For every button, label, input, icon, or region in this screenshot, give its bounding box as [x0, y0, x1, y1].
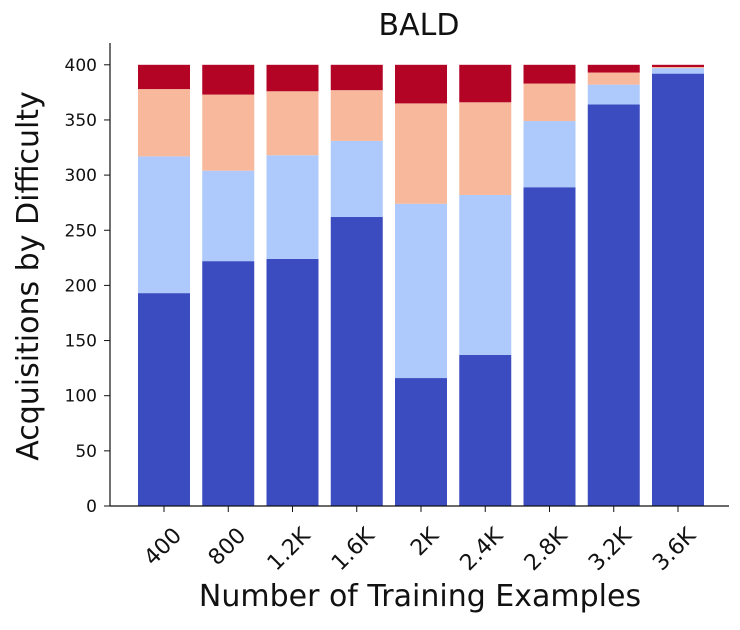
x-tick-label: 800 [204, 523, 251, 570]
x-tick-label: 2.8K [520, 523, 573, 576]
y-tick-label: 100 [65, 387, 97, 407]
x-tick-label: 400 [140, 523, 187, 570]
bar-segment-2.4K-s1 [459, 354, 512, 506]
bar-segment-2.8K-s3 [523, 83, 576, 122]
y-tick-label: 400 [65, 56, 97, 76]
x-axis-ticks: 400 800 1.2K 1.6K 2K 2.4K 2.8K 3.2K 3.6K [140, 506, 701, 576]
x-tick-label: 3.2K [584, 523, 637, 576]
bar-segment-400-s2 [138, 156, 190, 294]
bar-segment-1.2K-s2 [266, 155, 319, 259]
bar-segment-1.6K-s3 [330, 90, 383, 141]
bar-segment-3.2K-s3 [587, 72, 640, 85]
bar-segment-3.6K-s1 [652, 73, 704, 507]
x-axis-title: Number of Training Examples [199, 579, 641, 614]
bar-segment-1.6K-s2 [330, 140, 383, 218]
bar-segment-1.2K-s4 [266, 64, 319, 92]
bar-segment-2.4K-s3 [459, 102, 512, 195]
bar-segment-2K-s3 [395, 103, 447, 204]
y-tick-label: 0 [86, 497, 97, 517]
bar-segment-400-s3 [138, 89, 190, 157]
bar-segment-1.6K-s1 [330, 217, 383, 506]
chart-title: BALD [379, 8, 460, 43]
bar-segment-3.2K-s4 [587, 64, 640, 73]
bar-segment-3.6K-s4 [652, 64, 704, 68]
bar-segment-3.6K-s3 [652, 67, 704, 69]
x-tick-label: 1.6K [327, 523, 380, 576]
bar-segment-2K-s2 [395, 203, 447, 379]
y-tick-label: 350 [65, 111, 97, 131]
bar-segment-2.4K-s2 [459, 194, 512, 355]
bar-segment-800-s1 [202, 261, 255, 506]
x-tick-label: 3.6K [648, 523, 701, 576]
bar-segment-400-s1 [138, 293, 190, 506]
bar-segment-1.2K-s1 [266, 258, 319, 506]
bar-segment-1.6K-s4 [330, 64, 383, 91]
bar-segment-2K-s4 [395, 64, 447, 104]
bars-group [138, 64, 704, 507]
y-axis-ticks: 0 50 100 150 200 250 300 350 400 [65, 56, 110, 517]
x-tick-label: 2K [406, 523, 444, 561]
y-tick-label: 300 [65, 166, 97, 186]
x-tick-label: 1.2K [263, 523, 316, 576]
bar-segment-800-s3 [202, 94, 255, 171]
bar-segment-2K-s1 [395, 378, 447, 506]
bar-segment-3.2K-s1 [587, 104, 640, 507]
y-tick-label: 250 [65, 221, 97, 241]
bar-segment-2.8K-s1 [523, 187, 576, 506]
bar-segment-800-s2 [202, 170, 255, 262]
y-tick-label: 50 [75, 442, 97, 462]
bar-segment-2.8K-s4 [523, 64, 576, 84]
y-axis-title: Acquisitions by Difficulty [11, 91, 46, 461]
y-tick-label: 150 [65, 332, 97, 352]
bar-segment-1.2K-s3 [266, 91, 319, 156]
bar-segment-2.4K-s4 [459, 64, 512, 103]
bar-segment-2.8K-s2 [523, 121, 576, 188]
bar-segment-3.2K-s2 [587, 84, 640, 105]
bar-segment-400-s4 [138, 64, 190, 90]
y-tick-label: 200 [65, 276, 97, 296]
x-tick-label: 2.4K [456, 523, 509, 576]
bar-segment-800-s4 [202, 64, 255, 95]
bar-segment-3.6K-s2 [652, 68, 704, 74]
